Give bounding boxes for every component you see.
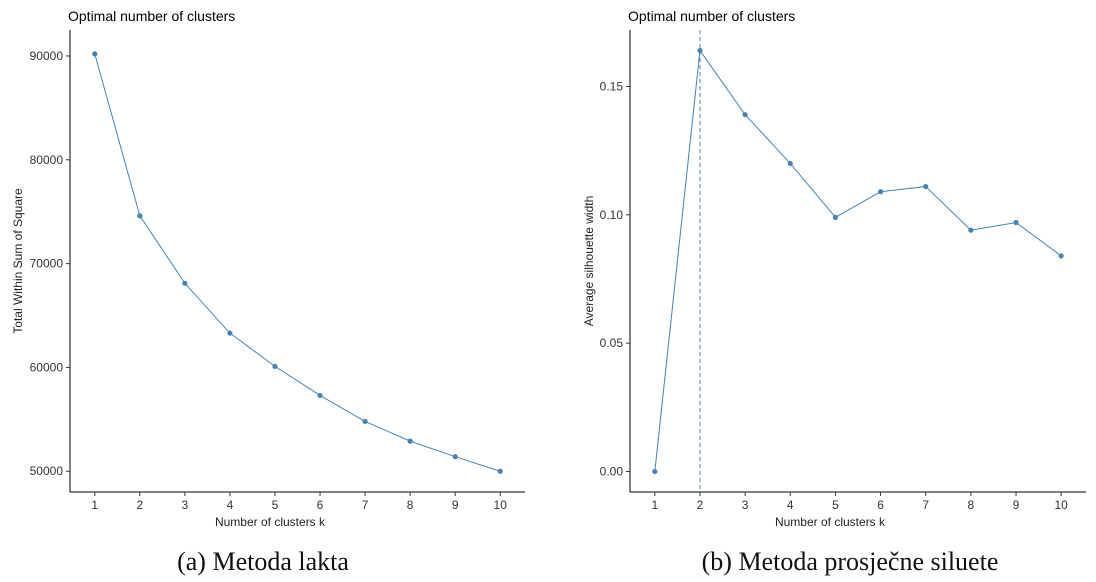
panel-silhouette: Optimal number of clusters Number of clu… [582,8,1086,529]
data-point [452,454,458,460]
data-point [407,438,413,444]
y-tick-label: 0.05 [600,336,624,350]
x-tick-label: 2 [136,498,143,512]
y-tick-label: 0.00 [600,464,624,478]
x-tick-label: 6 [877,498,884,512]
x-tick-label: 5 [832,498,839,512]
x-tick-label: 6 [317,498,324,512]
x-tick-label: 8 [407,498,414,512]
data-point [923,183,929,190]
x-tick-label: 2 [697,498,704,512]
y-axis-label: Total Within Sum of Square [11,188,25,334]
data-point [227,330,233,336]
y-tick-label: 60000 [30,360,64,374]
caption-b: (b) Metoda prosječne siluete [702,547,999,576]
x-tick-label: 1 [91,498,98,512]
data-point [787,160,793,167]
y-tick-label: 80000 [30,153,64,167]
x-tick-label: 3 [182,498,189,512]
data-point [362,418,368,425]
data-point [832,214,839,220]
x-tick-label: 10 [1054,498,1068,512]
chart-title: Optimal number of clusters [628,8,795,24]
x-axis-label: Number of clusters k [775,515,886,529]
data-point [742,112,748,118]
caption-a: (a) Metoda lakta [177,547,349,576]
data-point [968,227,974,233]
x-tick-label: 9 [452,498,459,512]
x-tick-label: 7 [362,498,369,512]
data-point [182,280,188,286]
series-line [94,53,501,472]
x-tick-label: 8 [968,498,975,512]
y-tick-label: 50000 [30,464,64,478]
chart-title: Optimal number of clusters [68,8,235,24]
series-line [654,49,1062,472]
data-point [137,213,143,219]
data-point [497,468,503,474]
x-tick-label: 5 [272,498,279,512]
x-tick-label: 1 [651,498,658,512]
data-point [652,468,658,475]
data-point [697,47,703,54]
data-point [272,363,278,369]
y-tick-label: 90000 [30,49,64,63]
y-axis-label: Average silhouette width [582,196,596,327]
y-tick-label: 0.15 [600,79,624,93]
x-axis-label: Number of clusters k [215,515,326,529]
data-point [877,189,884,195]
y-tick-label: 70000 [30,257,64,271]
x-tick-label: 3 [742,498,749,512]
data-point [317,392,323,399]
panel-elbow: Optimal number of clusters Number of clu… [11,8,525,529]
x-tick-label: 10 [494,498,508,512]
x-tick-label: 4 [227,498,234,512]
x-tick-label: 4 [787,498,794,512]
x-tick-label: 7 [922,498,929,512]
data-point [92,51,98,57]
data-point [1013,219,1019,226]
y-tick-label: 0.10 [600,208,624,222]
data-point [1058,253,1064,259]
x-tick-label: 9 [1013,498,1020,512]
